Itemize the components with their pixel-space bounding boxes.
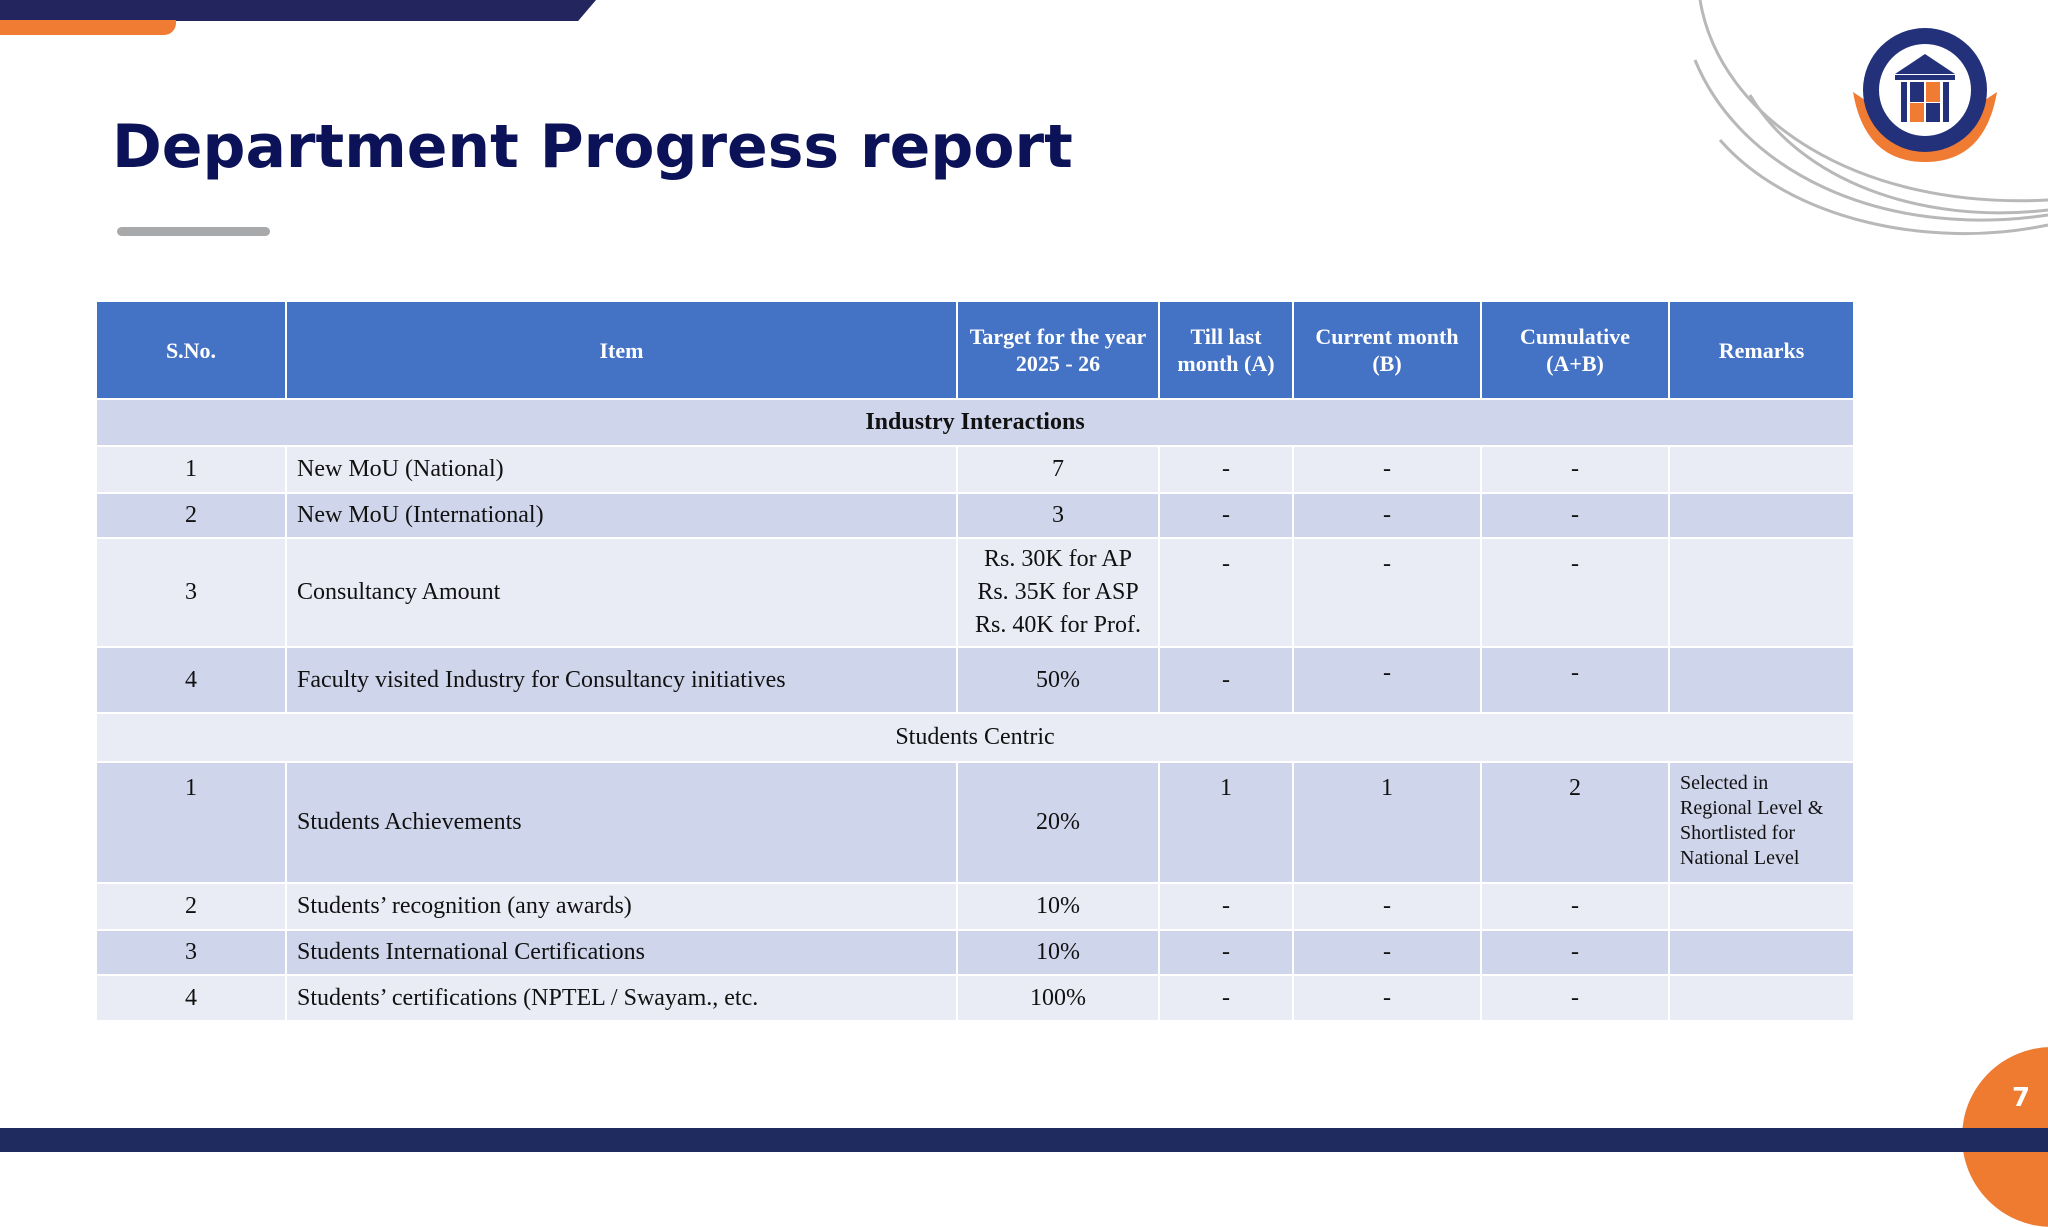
remarks-line: Shortlisted for [1680, 822, 1795, 844]
cell-cumulative: - [1480, 882, 1670, 931]
cell-target: Rs. 30K for AP Rs. 35K for ASP Rs. 40K f… [956, 537, 1160, 648]
cell-a: 1 [1158, 761, 1294, 884]
cell-cumulative: - [1480, 929, 1670, 976]
header-till-last-month: Till last month (A) [1158, 300, 1294, 400]
cell-sno: 4 [95, 646, 287, 714]
remarks-line: Regional Level & [1680, 797, 1824, 819]
cell-target: 7 [956, 445, 1160, 494]
header-current-month: Current month (B) [1292, 300, 1482, 400]
remarks-line: National Level [1680, 847, 1800, 869]
target-line: Rs. 30K for AP [983, 546, 1133, 572]
cell-item: Students’ recognition (any awards) [285, 882, 958, 931]
cell-cumulative: - [1480, 974, 1670, 1022]
table-row: 4 Students’ certifications (NPTEL / Sway… [95, 974, 1855, 1022]
cell-item: Students Achievements [285, 761, 958, 884]
progress-table: S.No. Item Target for the year 2025 - 26… [95, 300, 1855, 1022]
cell-target: 10% [956, 882, 1160, 931]
cell-remarks [1668, 929, 1855, 976]
cell-item: New MoU (International) [285, 492, 958, 539]
cell-target: 3 [956, 492, 1160, 539]
cell-b: - [1292, 537, 1482, 648]
table-row: 1 New MoU (National) 7 - - - [95, 445, 1855, 494]
table-row: 1 Students Achievements 20% 1 1 2 Select… [95, 761, 1855, 884]
cell-a: - [1158, 929, 1294, 976]
cell-b: - [1292, 646, 1482, 714]
cell-sno: 2 [95, 492, 287, 539]
bottom-navy-bar [0, 1128, 2048, 1152]
cell-b: 1 [1292, 761, 1482, 884]
cell-remarks [1668, 974, 1855, 1022]
college-logo [1853, 28, 1997, 162]
cell-target: 20% [956, 761, 1160, 884]
title-underline [117, 227, 270, 236]
table-header-row: S.No. Item Target for the year 2025 - 26… [95, 300, 1855, 400]
section-row: Industry Interactions [95, 398, 1855, 447]
section-row: Students Centric [95, 712, 1855, 763]
cell-a: - [1158, 646, 1294, 714]
cell-sno: 3 [95, 929, 287, 976]
cell-sno: 2 [95, 882, 287, 931]
section-students-centric: Students Centric [95, 712, 1855, 763]
cell-b: - [1292, 974, 1482, 1022]
cell-sno: 1 [95, 445, 287, 494]
top-navy-bar [0, 0, 596, 21]
table-row: 3 Consultancy Amount Rs. 30K for AP Rs. … [95, 537, 1855, 648]
cell-a: - [1158, 882, 1294, 931]
cell-remarks: Selected in Regional Level & Shortlisted… [1668, 761, 1855, 884]
header-remarks: Remarks [1668, 300, 1855, 400]
cell-a: - [1158, 537, 1294, 648]
cell-remarks [1668, 646, 1855, 714]
cell-target: 10% [956, 929, 1160, 976]
cell-remarks [1668, 492, 1855, 539]
cell-item: Faculty visited Industry for Consultancy… [285, 646, 958, 714]
cell-remarks [1668, 537, 1855, 648]
cell-sno: 3 [95, 537, 287, 648]
cell-item: Students’ certifications (NPTEL / Swayam… [285, 974, 958, 1022]
table-row: 2 New MoU (International) 3 - - - [95, 492, 1855, 539]
cell-item: Students International Certifications [285, 929, 958, 976]
cell-a: - [1158, 492, 1294, 539]
header-target: Target for the year 2025 - 26 [956, 300, 1160, 400]
cell-remarks [1668, 445, 1855, 494]
cell-target: 50% [956, 646, 1160, 714]
page-number: 7 [2012, 1083, 2031, 1113]
table-row: 3 Students International Certifications … [95, 929, 1855, 976]
cell-item: New MoU (National) [285, 445, 958, 494]
table-row: 2 Students’ recognition (any awards) 10%… [95, 882, 1855, 931]
cell-b: - [1292, 882, 1482, 931]
page-title: Department Progress report [112, 112, 1073, 182]
remarks-line: Selected in [1680, 772, 1769, 794]
cell-cumulative: - [1480, 445, 1670, 494]
cell-item: Consultancy Amount [285, 537, 958, 648]
cell-remarks [1668, 882, 1855, 931]
cell-b: - [1292, 492, 1482, 539]
top-orange-bar [0, 20, 176, 35]
cell-target: 100% [956, 974, 1160, 1022]
cell-a: - [1158, 445, 1294, 494]
header-item: Item [285, 300, 958, 400]
cell-cumulative: - [1480, 646, 1670, 714]
cell-cumulative: - [1480, 492, 1670, 539]
cell-b: - [1292, 445, 1482, 494]
header-sno: S.No. [95, 300, 287, 400]
cell-cumulative: 2 [1480, 761, 1670, 884]
decorative-arcs [1693, 0, 2048, 236]
cell-a: - [1158, 974, 1294, 1022]
cell-cumulative: - [1480, 537, 1670, 648]
table-row: 4 Faculty visited Industry for Consultan… [95, 646, 1855, 714]
cell-b: - [1292, 929, 1482, 976]
cell-sno: 4 [95, 974, 287, 1022]
target-line: Rs. 40K for Prof. [975, 612, 1141, 638]
header-cumulative: Cumulative (A+B) [1480, 300, 1670, 400]
cell-sno: 1 [95, 761, 287, 884]
section-industry-interactions: Industry Interactions [95, 398, 1855, 447]
target-line: Rs. 35K for ASP [977, 579, 1139, 605]
